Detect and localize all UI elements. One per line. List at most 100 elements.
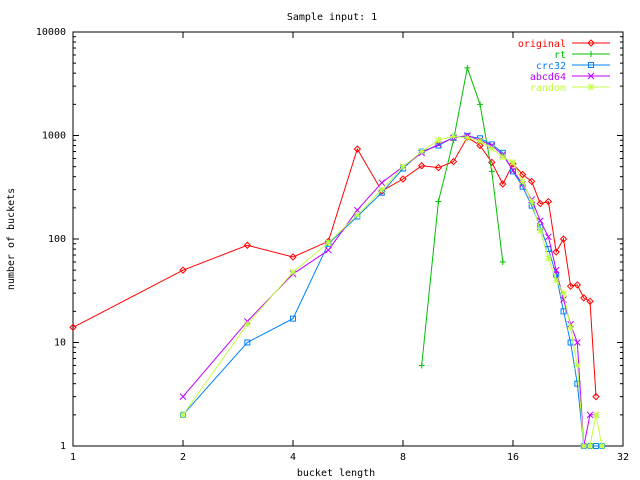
data-point [593, 443, 600, 449]
data-point [580, 442, 588, 450]
data-point [552, 276, 560, 284]
legend-label: rt [554, 50, 566, 61]
data-point [586, 442, 594, 450]
data-point [463, 134, 471, 142]
series-rt [418, 64, 506, 369]
data-point [476, 137, 484, 145]
series-crc32 [180, 132, 605, 449]
data-point [449, 157, 458, 166]
data-point [527, 177, 536, 186]
data-point [378, 179, 386, 187]
data-point [418, 148, 426, 155]
data-point [417, 162, 426, 170]
legend-label: abcd64 [530, 72, 566, 83]
data-point [567, 324, 574, 331]
legend-marker [587, 72, 595, 80]
legend-marker [587, 39, 595, 47]
data-point [509, 160, 517, 168]
legend-label: crc32 [536, 61, 566, 72]
data-point [325, 246, 332, 254]
data-point [552, 266, 560, 274]
data-point [559, 235, 568, 243]
legend-item: random [530, 83, 610, 94]
x-tick-label: 1 [70, 452, 76, 463]
series-original [69, 133, 600, 401]
data-point [586, 297, 594, 306]
data-point [545, 255, 552, 262]
data-point [499, 180, 507, 188]
data-point [573, 339, 581, 346]
data-point [418, 362, 425, 369]
data-point [289, 253, 297, 261]
series-random [179, 133, 606, 450]
series-line [421, 65, 504, 366]
legend-item: original [518, 39, 610, 50]
data-point [592, 392, 600, 401]
data-point [586, 411, 594, 419]
data-point [477, 101, 484, 108]
y-tick-label: 1000 [42, 131, 66, 142]
data-point [476, 141, 484, 150]
data-point [499, 153, 507, 161]
data-point [509, 167, 517, 174]
data-point [353, 145, 362, 153]
data-point [592, 411, 600, 419]
series-line [182, 135, 602, 447]
series-line [182, 135, 603, 447]
data-point [573, 281, 582, 289]
data-point [399, 175, 407, 183]
y-tick-label: 100 [48, 234, 66, 245]
data-point [179, 393, 187, 400]
data-point [519, 178, 526, 185]
data-point [435, 198, 442, 205]
data-point [560, 289, 567, 297]
legend-item: rt [554, 50, 610, 61]
data-point [544, 197, 553, 206]
legend-label: random [530, 83, 566, 94]
y-tick-label: 1 [60, 441, 66, 452]
x-axis-label: bucket length [297, 468, 375, 479]
data-point [290, 315, 296, 322]
data-point [289, 268, 297, 276]
legend-item: abcd64 [530, 72, 610, 83]
data-point [244, 339, 251, 346]
x-tick-label: 32 [617, 452, 629, 463]
data-point [510, 168, 516, 175]
plot-frame [72, 31, 624, 447]
series-abcd64 [179, 132, 600, 450]
data-point [179, 266, 187, 274]
legend-label: original [518, 39, 566, 50]
data-point [450, 133, 457, 140]
data-point [464, 64, 471, 71]
data-point [353, 211, 361, 219]
x-tick-label: 4 [290, 452, 296, 463]
axis-ticks: 1 2 4 8 16 32 1 10 100 1000 10000 [36, 27, 629, 463]
data-point [434, 163, 443, 172]
data-point [69, 323, 77, 332]
data-point [545, 233, 552, 241]
y-tick-label: 10000 [36, 27, 66, 38]
series-line [72, 136, 597, 397]
y-axis-label: number of buckets [6, 188, 17, 290]
x-tick-label: 2 [180, 452, 186, 463]
legend-item: crc32 [536, 61, 610, 72]
data-point [243, 320, 251, 328]
data-point [518, 170, 527, 179]
data-point [378, 186, 386, 193]
data-point [243, 241, 252, 249]
legend-marker [588, 62, 594, 68]
data-point [325, 239, 332, 247]
data-point [488, 168, 495, 175]
chart-title: Sample input: 1 [287, 12, 377, 23]
data-point [567, 320, 574, 328]
data-point [353, 206, 361, 214]
x-tick-label: 16 [507, 452, 519, 463]
data-point [566, 282, 575, 290]
y-tick-label: 10 [54, 338, 66, 349]
legend-marker [587, 83, 595, 91]
data-point [435, 136, 442, 144]
data-point [560, 308, 567, 315]
x-tick-label: 8 [400, 452, 406, 463]
